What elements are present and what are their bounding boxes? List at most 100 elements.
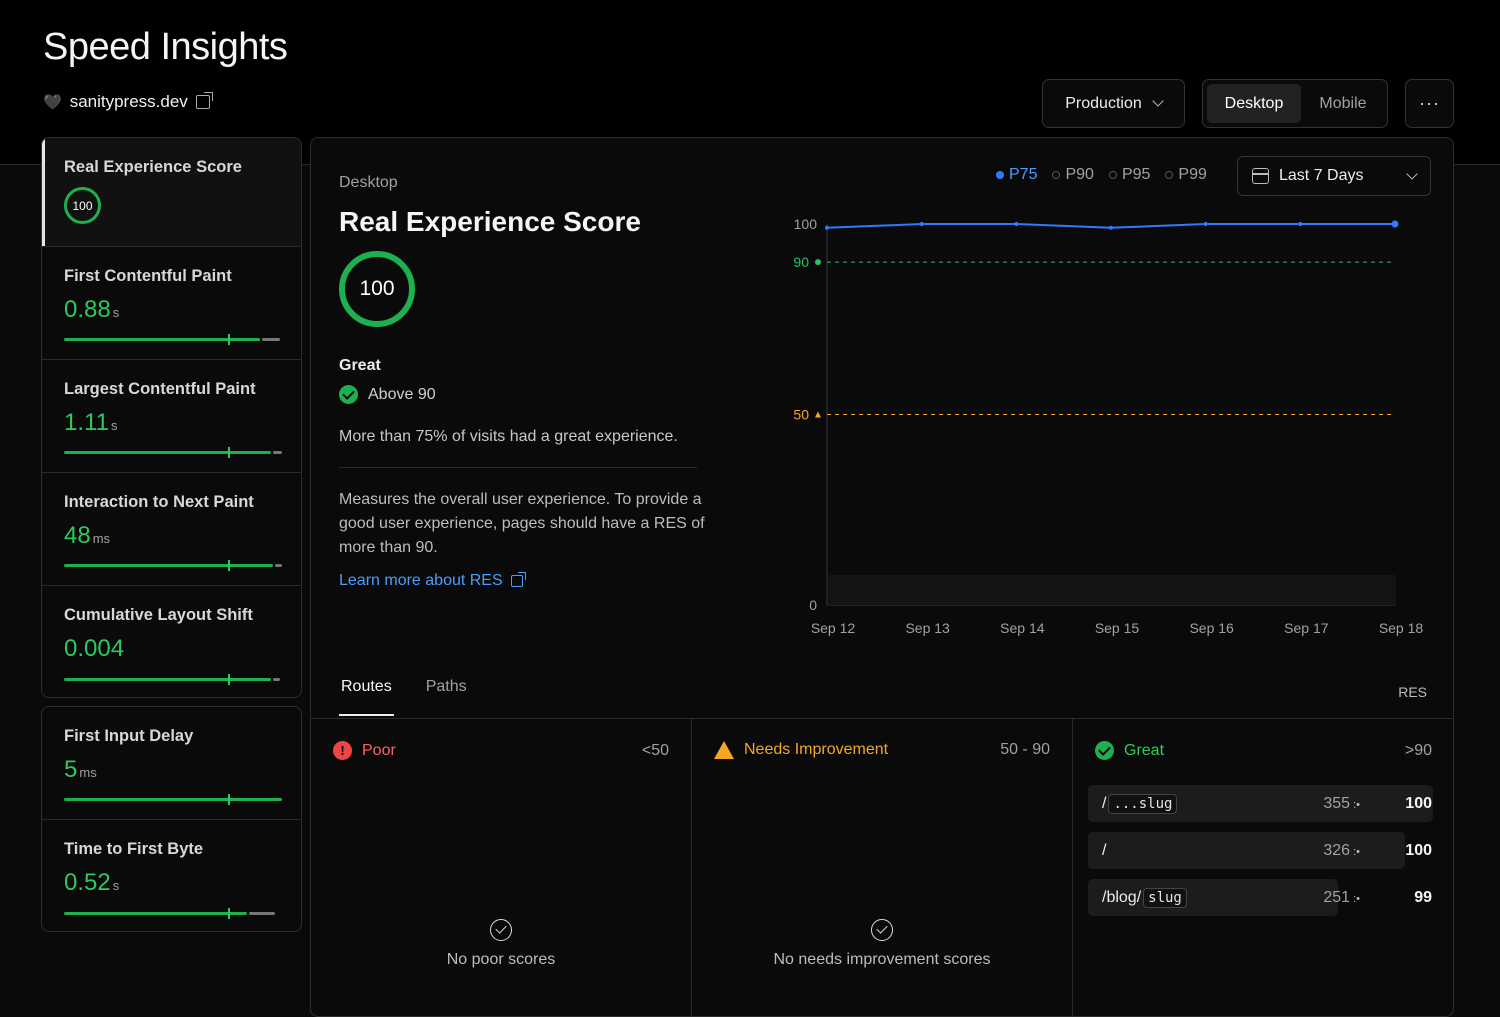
percentile-p90[interactable]: P90 [1052,166,1094,184]
external-link-icon [510,572,526,587]
empty-text: No needs improvement scores [773,951,991,968]
percentile-p95[interactable]: P95 [1108,166,1150,184]
more-options-button[interactable]: ··· [1405,79,1454,128]
data-point [825,225,829,230]
external-link-icon [195,92,213,109]
route-param: ...slug [1108,793,1178,814]
metric-value: 5 [64,756,78,783]
chevron-down-icon [1406,167,1418,180]
metric-unit: s [112,305,120,320]
tab-desktop[interactable]: Desktop [1207,84,1301,123]
data-point [919,222,924,226]
x-tick-label: Sep 13 [905,620,950,636]
percentile-legend: P75 P90 P95 P99 [996,166,1207,184]
metric-value: 1.11 [64,409,109,436]
metric-value: 0.52 [64,869,111,896]
project-link[interactable]: 🖤 sanitypress.dev [43,92,213,112]
metric-inp[interactable]: Interaction to Next Paint 48 ms [42,473,301,586]
learn-more-label: Learn more about RES [339,572,503,589]
threshold-label: 50 [793,407,809,423]
route-prefix: /blog/ [1102,888,1142,906]
metric-label: Largest Contentful Paint [64,380,256,398]
empty-state: No poor scores [311,919,691,969]
warning-icon [714,741,734,759]
visit-count: 251 [1323,889,1360,907]
check-circle-icon [339,385,358,404]
y-tick-label: 100 [794,216,818,232]
metric-res[interactable]: Real Experience Score 100 [42,138,301,247]
route-score: 100 [1405,794,1432,812]
x-tick-label: Sep 16 [1189,620,1234,636]
great-range: >90 [1404,741,1432,759]
date-range-dropdown[interactable]: Last 7 Days [1237,156,1431,196]
learn-more-link[interactable]: Learn more about RES [339,572,526,590]
y-tick-label: 0 [809,597,817,613]
check-circle-icon [1095,741,1114,760]
metric-value: 0.88 [64,296,111,323]
visit-count: 326 [1323,842,1360,860]
great-title: Great [1124,741,1165,759]
dot-icon [1052,171,1061,179]
x-tick-label: Sep 15 [1095,620,1140,636]
route-score: 100 [1405,841,1432,859]
metric-label: Interaction to Next Paint [64,493,254,511]
detail-title: Real Experience Score [339,206,641,237]
poor-title: Poor [362,741,396,759]
metrics-panel: Real Experience Score 100 First Contentf… [41,137,302,698]
route-row[interactable]: /...slug 355 100 [1088,785,1440,822]
needs-title: Needs Improvement [744,741,889,758]
data-point [1298,222,1303,226]
x-tick-label: Sep 18 [1379,620,1424,636]
score-ring: 100 [64,187,101,224]
empty-text: No poor scores [446,951,556,968]
poor-column: ! Poor <50 No poor scores [311,719,692,1016]
distribution-bar [64,334,282,345]
tab-mobile[interactable]: Mobile [1319,94,1367,112]
route-row[interactable]: /blog/slug 251 99 [1088,879,1440,916]
route-row[interactable]: / 326 100 [1088,832,1440,869]
metric-label: Time to First Byte [64,840,204,858]
threshold-marker [815,259,821,266]
rating-label: Great [339,357,381,374]
x-tick-label: Sep 17 [1284,620,1329,636]
calendar-icon [1252,168,1269,184]
metric-unit: s [112,878,120,893]
threshold-label: 90 [793,254,809,270]
tab-routes[interactable]: Routes [339,678,394,716]
divider [339,467,697,468]
metric-fcp[interactable]: First Contentful Paint 0.88 s [42,247,301,360]
metric-value: 48 [64,522,91,549]
distribution-bar [64,560,282,571]
poor-range: <50 [641,741,669,759]
metric-fid[interactable]: First Input Delay 5 ms [42,707,301,820]
metric-unit: ms [92,531,111,546]
page-title: Speed Insights [43,26,288,68]
description-text: Measures the overall user experience. To… [339,491,705,556]
metric-label: First Input Delay [64,727,194,745]
heart-icon: 🖤 [43,94,62,111]
metric-ttfb[interactable]: Time to First Byte 0.52 s [42,820,301,931]
needs-improvement-column: Needs Improvement 50 - 90 No needs impro… [692,719,1073,1016]
metric-label: First Contentful Paint [64,267,232,285]
divider [311,718,1453,719]
percentile-p75[interactable]: P75 [996,166,1037,184]
dot-icon [1108,171,1117,179]
great-column: Great >90 /...slug 355 100 / 326 100 /bl… [1073,719,1453,1016]
tab-paths[interactable]: Paths [425,678,467,695]
percentile-p99[interactable]: P99 [1165,166,1207,184]
environment-dropdown[interactable]: Production [1042,79,1185,128]
chevron-down-icon [1152,95,1164,107]
route-prefix: / [1102,841,1107,859]
metric-label: Cumulative Layout Shift [64,606,253,624]
detail-panel: Desktop Real Experience Score 100 Great … [310,137,1454,1017]
needs-range: 50 - 90 [1000,741,1050,758]
metric-unit: s [110,418,118,433]
distribution-bar [64,674,282,685]
metric-cls[interactable]: Cumulative Layout Shift 0.004 [42,586,301,697]
score-value: 100 [359,277,395,300]
route-prefix: / [1102,794,1107,812]
metric-lcp[interactable]: Largest Contentful Paint 1.11 s [42,360,301,473]
dot-icon [996,171,1004,179]
score-ring-large: 100 [339,251,415,327]
visit-count: 355 [1323,795,1360,813]
